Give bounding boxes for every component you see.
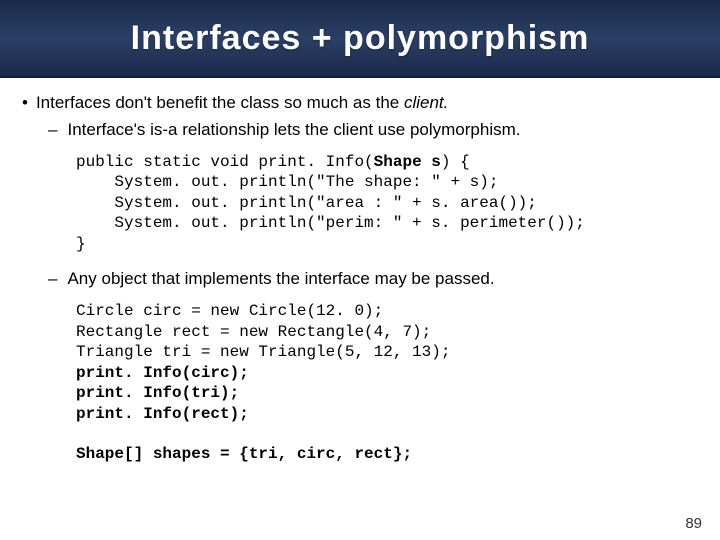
code2-l2: Rectangle rect = new Rectangle(4, 7); [76, 323, 431, 341]
dash-marker-2: – [48, 268, 57, 291]
code1-l1-bold: Shape s [374, 153, 441, 171]
bullet-1-italic: client. [404, 93, 448, 112]
slide-title: Interfaces + polymorphism [131, 19, 590, 58]
dash-marker: – [48, 119, 57, 142]
code2-l1: Circle circ = new Circle(12. 0); [76, 302, 383, 320]
code2-l7: Shape[] shapes = {tri, circ, rect}; [76, 445, 412, 463]
code2-l3: Triangle tri = new Triangle(5, 12, 13); [76, 343, 450, 361]
code1-l1-post: ) { [441, 153, 470, 171]
sub-bullet-1-text: Interface's is-a relationship lets the c… [67, 119, 520, 142]
code1-l4: System. out. println("perim: " + s. peri… [76, 214, 585, 232]
code-block-1: public static void print. Info(Shape s) … [76, 152, 698, 254]
slide-header: Interfaces + polymorphism [0, 0, 720, 78]
code2-l4: print. Info(circ); [76, 364, 249, 382]
code1-l1-pre: public static void print. Info( [76, 153, 374, 171]
code2-l5: print. Info(tri); [76, 384, 239, 402]
code1-l5: } [76, 235, 86, 253]
code-block-2: Circle circ = new Circle(12. 0); Rectang… [76, 301, 698, 465]
page-number: 89 [685, 515, 702, 532]
sub-bullet-2: – Any object that implements the interfa… [48, 268, 698, 291]
slide-content: • Interfaces don't benefit the class so … [0, 78, 720, 465]
bullet-1: • Interfaces don't benefit the class so … [22, 92, 698, 115]
code1-l3: System. out. println("area : " + s. area… [76, 194, 537, 212]
code1-l2: System. out. println("The shape: " + s); [76, 173, 498, 191]
sub-bullet-1: – Interface's is-a relationship lets the… [48, 119, 698, 142]
sub-bullet-2-text: Any object that implements the interface… [67, 268, 494, 291]
bullet-1-text: Interfaces don't benefit the class so mu… [36, 92, 448, 115]
bullet-1-pre: Interfaces don't benefit the class so mu… [36, 93, 404, 112]
code2-l6: print. Info(rect); [76, 405, 249, 423]
bullet-marker: • [22, 92, 28, 115]
